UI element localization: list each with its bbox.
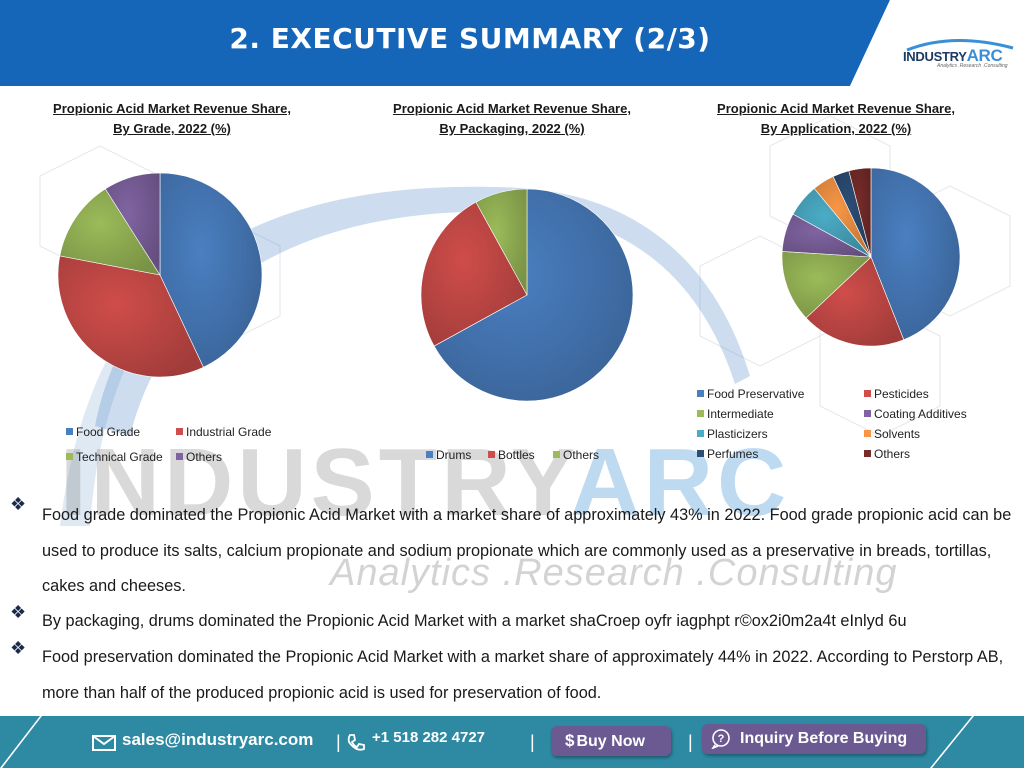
footer-separator: |	[688, 732, 693, 752]
legend-label: Drums	[436, 448, 472, 462]
footer-separator: |	[336, 732, 341, 752]
watermark-arc: ARC	[570, 429, 791, 536]
svg-text:?: ?	[718, 733, 725, 745]
legend-item: Perfumes	[697, 447, 758, 461]
legend-item: Others	[553, 448, 599, 462]
legend-swatch	[864, 430, 871, 438]
header-bar: 2. EXECUTIVE SUMMARY (2/3) INDUSTRYARC A…	[0, 0, 1024, 86]
legend-swatch	[66, 453, 73, 461]
legend-label: Food Preservative	[707, 387, 805, 401]
bullet-icon: ❖	[10, 494, 27, 514]
legend-label: Plasticizers	[707, 427, 768, 441]
pie-slice-industrial-grade	[57, 255, 204, 378]
legend-label: Coating Additives	[874, 407, 967, 421]
pie-slice-pesticides	[805, 256, 905, 347]
pie-slice-bottles	[420, 201, 528, 347]
legend-label: Perfumes	[707, 447, 759, 461]
pie-slice-technical-grade	[59, 188, 161, 276]
logo-arc-text: ARC	[966, 46, 1003, 65]
legend-label: Intermediate	[707, 407, 774, 421]
legend-item: Plasticizers	[697, 427, 768, 441]
legend-swatch	[176, 428, 183, 436]
buy-now-button[interactable]: $ Buy Now	[551, 726, 671, 756]
legend-item: Intermediate	[697, 407, 774, 421]
bullet-text-2: By packaging, drums dominated the Propio…	[42, 612, 907, 630]
pie-chart-packaging	[420, 188, 634, 402]
legend-swatch	[697, 430, 704, 438]
pie-chart-grade	[57, 172, 263, 378]
logo-text: INDUSTRY	[903, 49, 967, 64]
legend-item: Technical Grade	[66, 450, 163, 464]
pie-slice-drums	[433, 188, 634, 402]
logo-tagline: Analytics .Research .Consulting	[937, 63, 1008, 69]
legend-swatch	[864, 450, 871, 458]
legend-label: Others	[874, 447, 911, 461]
chat-question-icon: ?	[711, 729, 730, 749]
legend-swatch	[66, 428, 73, 436]
phone-number[interactable]: +1 518 282 4727	[372, 729, 486, 746]
legend-swatch	[697, 410, 704, 418]
legend-item: Others	[176, 450, 222, 464]
watermark-main: INDUSTRY	[60, 429, 571, 536]
legend-swatch	[553, 451, 560, 459]
logo-swoosh-icon	[906, 38, 1014, 52]
legend-item: Coating Additives	[864, 407, 967, 421]
industryarc-logo: INDUSTRYARC Analytics .Research .Consult…	[903, 36, 1019, 70]
legend-label: Bottles	[498, 448, 535, 462]
legend-item: Pesticides	[864, 387, 929, 401]
legend-item: Food Grade	[66, 425, 140, 439]
legend-label: Solvents	[874, 427, 921, 441]
legend-item: Bottles	[488, 448, 535, 462]
legend-swatch	[697, 450, 704, 458]
chart-title-grade: Propionic Acid Market Revenue Share, By …	[53, 101, 291, 136]
pie-slice-food-grade	[159, 172, 263, 368]
watermark-tagline: Analytics .Research .Consulting	[330, 552, 898, 594]
legend-label: Others	[563, 448, 600, 462]
dollar-icon: $	[565, 731, 575, 750]
legend-item: Solvents	[864, 427, 920, 441]
legend-label: Pesticides	[874, 387, 929, 401]
legend-label: Others	[186, 450, 223, 464]
pie-slice-others	[475, 188, 528, 296]
email-link[interactable]: sales@industryarc.com	[122, 730, 314, 749]
phone-icon	[347, 734, 365, 751]
bullet-text-1: Food grade dominated the Propionic Acid …	[42, 506, 1012, 595]
legend-label: Technical Grade	[76, 450, 163, 464]
legend-swatch	[426, 451, 433, 459]
page-title: 2. EXECUTIVE SUMMARY (2/3)	[229, 22, 711, 55]
legend-swatch	[864, 410, 871, 418]
legend-item: Food Preservative	[697, 387, 804, 401]
pie-slice-others	[104, 172, 161, 277]
legend-swatch	[176, 453, 183, 461]
pie-chart-application	[781, 167, 961, 347]
pie-slice-food-preservative	[870, 167, 961, 341]
pie-slice-others	[848, 167, 872, 258]
email-icon	[92, 735, 116, 751]
bullet-text-3: Food preservation dominated the Propioni…	[42, 648, 1004, 702]
legend-swatch	[488, 451, 495, 459]
chart-title-packaging: Propionic Acid Market Revenue Share, By …	[393, 101, 631, 136]
inquiry-button[interactable]: ? Inquiry Before Buying	[702, 724, 926, 754]
legend-label: Industrial Grade	[186, 425, 272, 439]
legend-item: Others	[864, 447, 910, 461]
chart-title-application: Propionic Acid Market Revenue Share, By …	[717, 101, 955, 136]
bullet-icon: ❖	[10, 602, 27, 622]
legend-swatch	[864, 390, 871, 398]
legend-swatch	[697, 390, 704, 398]
legend-item: Industrial Grade	[176, 425, 271, 439]
legend-label: Food Grade	[76, 425, 141, 439]
bullet-icon: ❖	[10, 638, 27, 658]
watermark: INDUSTRYARC	[60, 428, 790, 538]
legend-item: Drums	[426, 448, 471, 462]
pie-slice-intermediate	[781, 251, 872, 319]
footer-separator: |	[530, 732, 535, 752]
